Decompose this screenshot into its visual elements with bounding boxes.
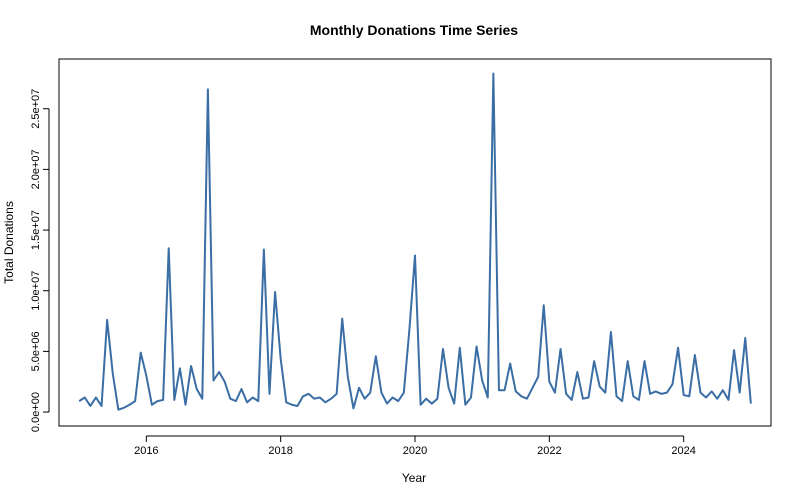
- x-tick-label: 2020: [403, 445, 427, 457]
- chart-title: Monthly Donations Time Series: [310, 22, 518, 38]
- x-tick-label: 2024: [671, 445, 695, 457]
- y-tick-label: 5.0e+06: [30, 331, 42, 371]
- x-tick-label: 2022: [537, 445, 561, 457]
- y-tick-label: 2.0e+07: [30, 149, 42, 189]
- x-tick-label: 2018: [268, 445, 292, 457]
- series-line-0: [78, 72, 752, 411]
- plot-area: [58, 58, 772, 427]
- x-axis-label: Year: [402, 471, 426, 485]
- series-layer: [78, 72, 752, 411]
- y-tick-label: 1.5e+07: [30, 210, 42, 250]
- y-tick-label: 1.0e+07: [30, 271, 42, 311]
- x-axis: 2016 2018 2020 2022 2024: [134, 435, 696, 457]
- y-axis: 0.0e+00 5.0e+06 1.0e+07 1.5e+07 2.0e+07 2.5e+…: [30, 89, 50, 432]
- x-tick-label: 2016: [134, 445, 158, 457]
- y-axis-label: Total Donations: [2, 201, 16, 284]
- y-tick-label: 2.5e+07: [30, 89, 42, 129]
- y-tick-label: 0.0e+00: [30, 392, 42, 432]
